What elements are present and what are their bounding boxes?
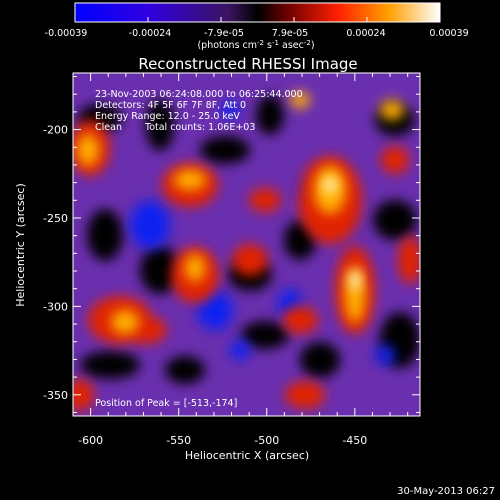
y-tick-marks	[73, 76, 420, 413]
colorbar-tick-5: 0.00024	[346, 28, 385, 39]
info-detectors: Detectors: 4F 5F 6F 7F 8F, Att 0	[95, 100, 246, 111]
y-tick-label: -300	[43, 300, 68, 313]
colorbar-tick-6: 0.00039	[429, 28, 468, 39]
y-tick-label: -250	[43, 212, 68, 225]
info-clean: Clean	[95, 122, 122, 133]
y-tick-label: -350	[43, 389, 68, 402]
colorbar	[74, 2, 441, 23]
date-stamp: 30-May-2013 06:27	[397, 486, 495, 497]
colorbar-tick-2: -0.00024	[129, 28, 172, 39]
y-axis-label: Heliocentric Y (arcsec)	[14, 183, 27, 307]
colorbar-tick-marks	[74, 17, 441, 22]
x-axis-label: Heliocentric X (arcsec)	[185, 449, 309, 462]
info-total-counts: Total counts: 1.06E+03	[144, 122, 255, 133]
x-tick-marks	[90, 73, 409, 416]
plot-frame	[72, 72, 421, 417]
colorbar-tick-4: 7.9e-05	[272, 28, 308, 39]
plot-title: Reconstructed RHESSI Image	[138, 55, 357, 73]
colorbar-tick-1: -0.00039	[45, 28, 88, 39]
image-map	[73, 73, 420, 416]
peak-position: Position of Peak = [-513,-174]	[95, 398, 237, 409]
colorbar-tick-3: -7.9e-05	[204, 28, 244, 39]
y-tick-label: -200	[43, 124, 68, 137]
x-tick-label: -550	[166, 434, 191, 447]
info-time-range: 23-Nov-2003 06:24:08.000 to 06:25:44.000	[95, 89, 303, 100]
info-energy-range: Energy Range: 12.0 - 25.0 keV	[95, 111, 240, 122]
colorbar-unit: (photons cm-2 s-1 asec-2)	[197, 39, 314, 51]
x-tick-label: -500	[254, 434, 279, 447]
x-tick-label: -600	[78, 434, 103, 447]
x-tick-label: -450	[342, 434, 367, 447]
